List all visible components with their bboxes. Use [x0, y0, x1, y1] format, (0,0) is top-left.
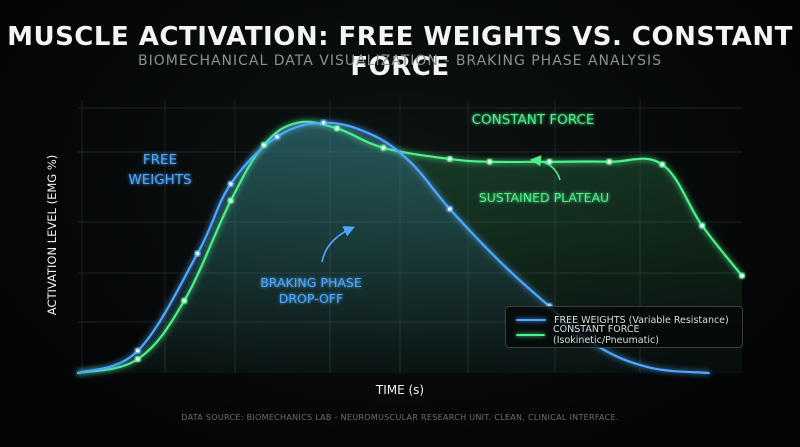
series-label-free-weights: WEIGHTS [128, 172, 191, 188]
data-point-constant-force [227, 197, 234, 204]
data-point-constant-force [486, 158, 493, 165]
series-line-constant-force [76, 120, 744, 375]
annotation-braking-drop-off: DROP-OFF [279, 291, 344, 306]
data-source-footer: DATA SOURCE: BIOMECHANICS LAB - NEUROMUS… [181, 413, 619, 422]
x-axis-label: TIME (s) [375, 383, 424, 397]
data-point-constant-force [380, 144, 387, 151]
series-label-constant-force: CONSTANT FORCE [472, 112, 595, 128]
legend-label-constant-force: CONSTANT FORCE (Isokinetic/Pneumatic) [553, 324, 659, 346]
data-point-constant-force [606, 158, 613, 165]
annotation-sustained-plateau: SUSTAINED PLATEAU [479, 190, 609, 205]
legend-swatch-free-weights [516, 319, 546, 321]
chart-title: MUSCLE ACTIVATION: FREE WEIGHTS VS. CONS… [7, 22, 793, 82]
data-point-free-weights [446, 205, 453, 212]
data-point-constant-force [134, 356, 141, 363]
series-label-free-weights: FREE [143, 152, 177, 168]
data-point-constant-force [333, 125, 340, 132]
data-point-constant-force [738, 272, 745, 279]
data-point-free-weights [320, 119, 327, 126]
data-point-constant-force [699, 222, 706, 229]
y-axis-label: ACTIVATION LEVEL (EMG %) [45, 155, 59, 315]
annotation-arrow-braking [321, 226, 355, 263]
annotation-braking-drop-off: BRAKING PHASE [260, 275, 362, 290]
data-point-constant-force [181, 297, 188, 304]
data-point-free-weights [227, 180, 234, 187]
data-point-constant-force [546, 158, 553, 165]
legend-label-free-weights: FREE WEIGHTS (Variable Resistance) [554, 314, 729, 326]
data-point-constant-force [659, 161, 666, 168]
data-point-constant-force [446, 155, 453, 162]
legend-item-constant-force: CONSTANT FORCE (Isokinetic/Pneumatic) [516, 324, 742, 346]
data-point-free-weights [134, 347, 141, 354]
chart-subtitle: BIOMECHANICAL DATA VISUALIZATION - BRAKI… [137, 53, 662, 69]
legend: FREE WEIGHTS (Variable Resistance) CONST… [505, 306, 743, 348]
data-point-free-weights [274, 133, 281, 140]
axes [70, 91, 746, 381]
legend-swatch-constant-force [516, 334, 546, 336]
data-point-constant-force [260, 142, 267, 149]
annotation-arrow-plateau [529, 155, 561, 181]
legend-item-free-weights: FREE WEIGHTS (Variable Resistance) [516, 313, 729, 327]
data-point-free-weights [194, 250, 201, 257]
